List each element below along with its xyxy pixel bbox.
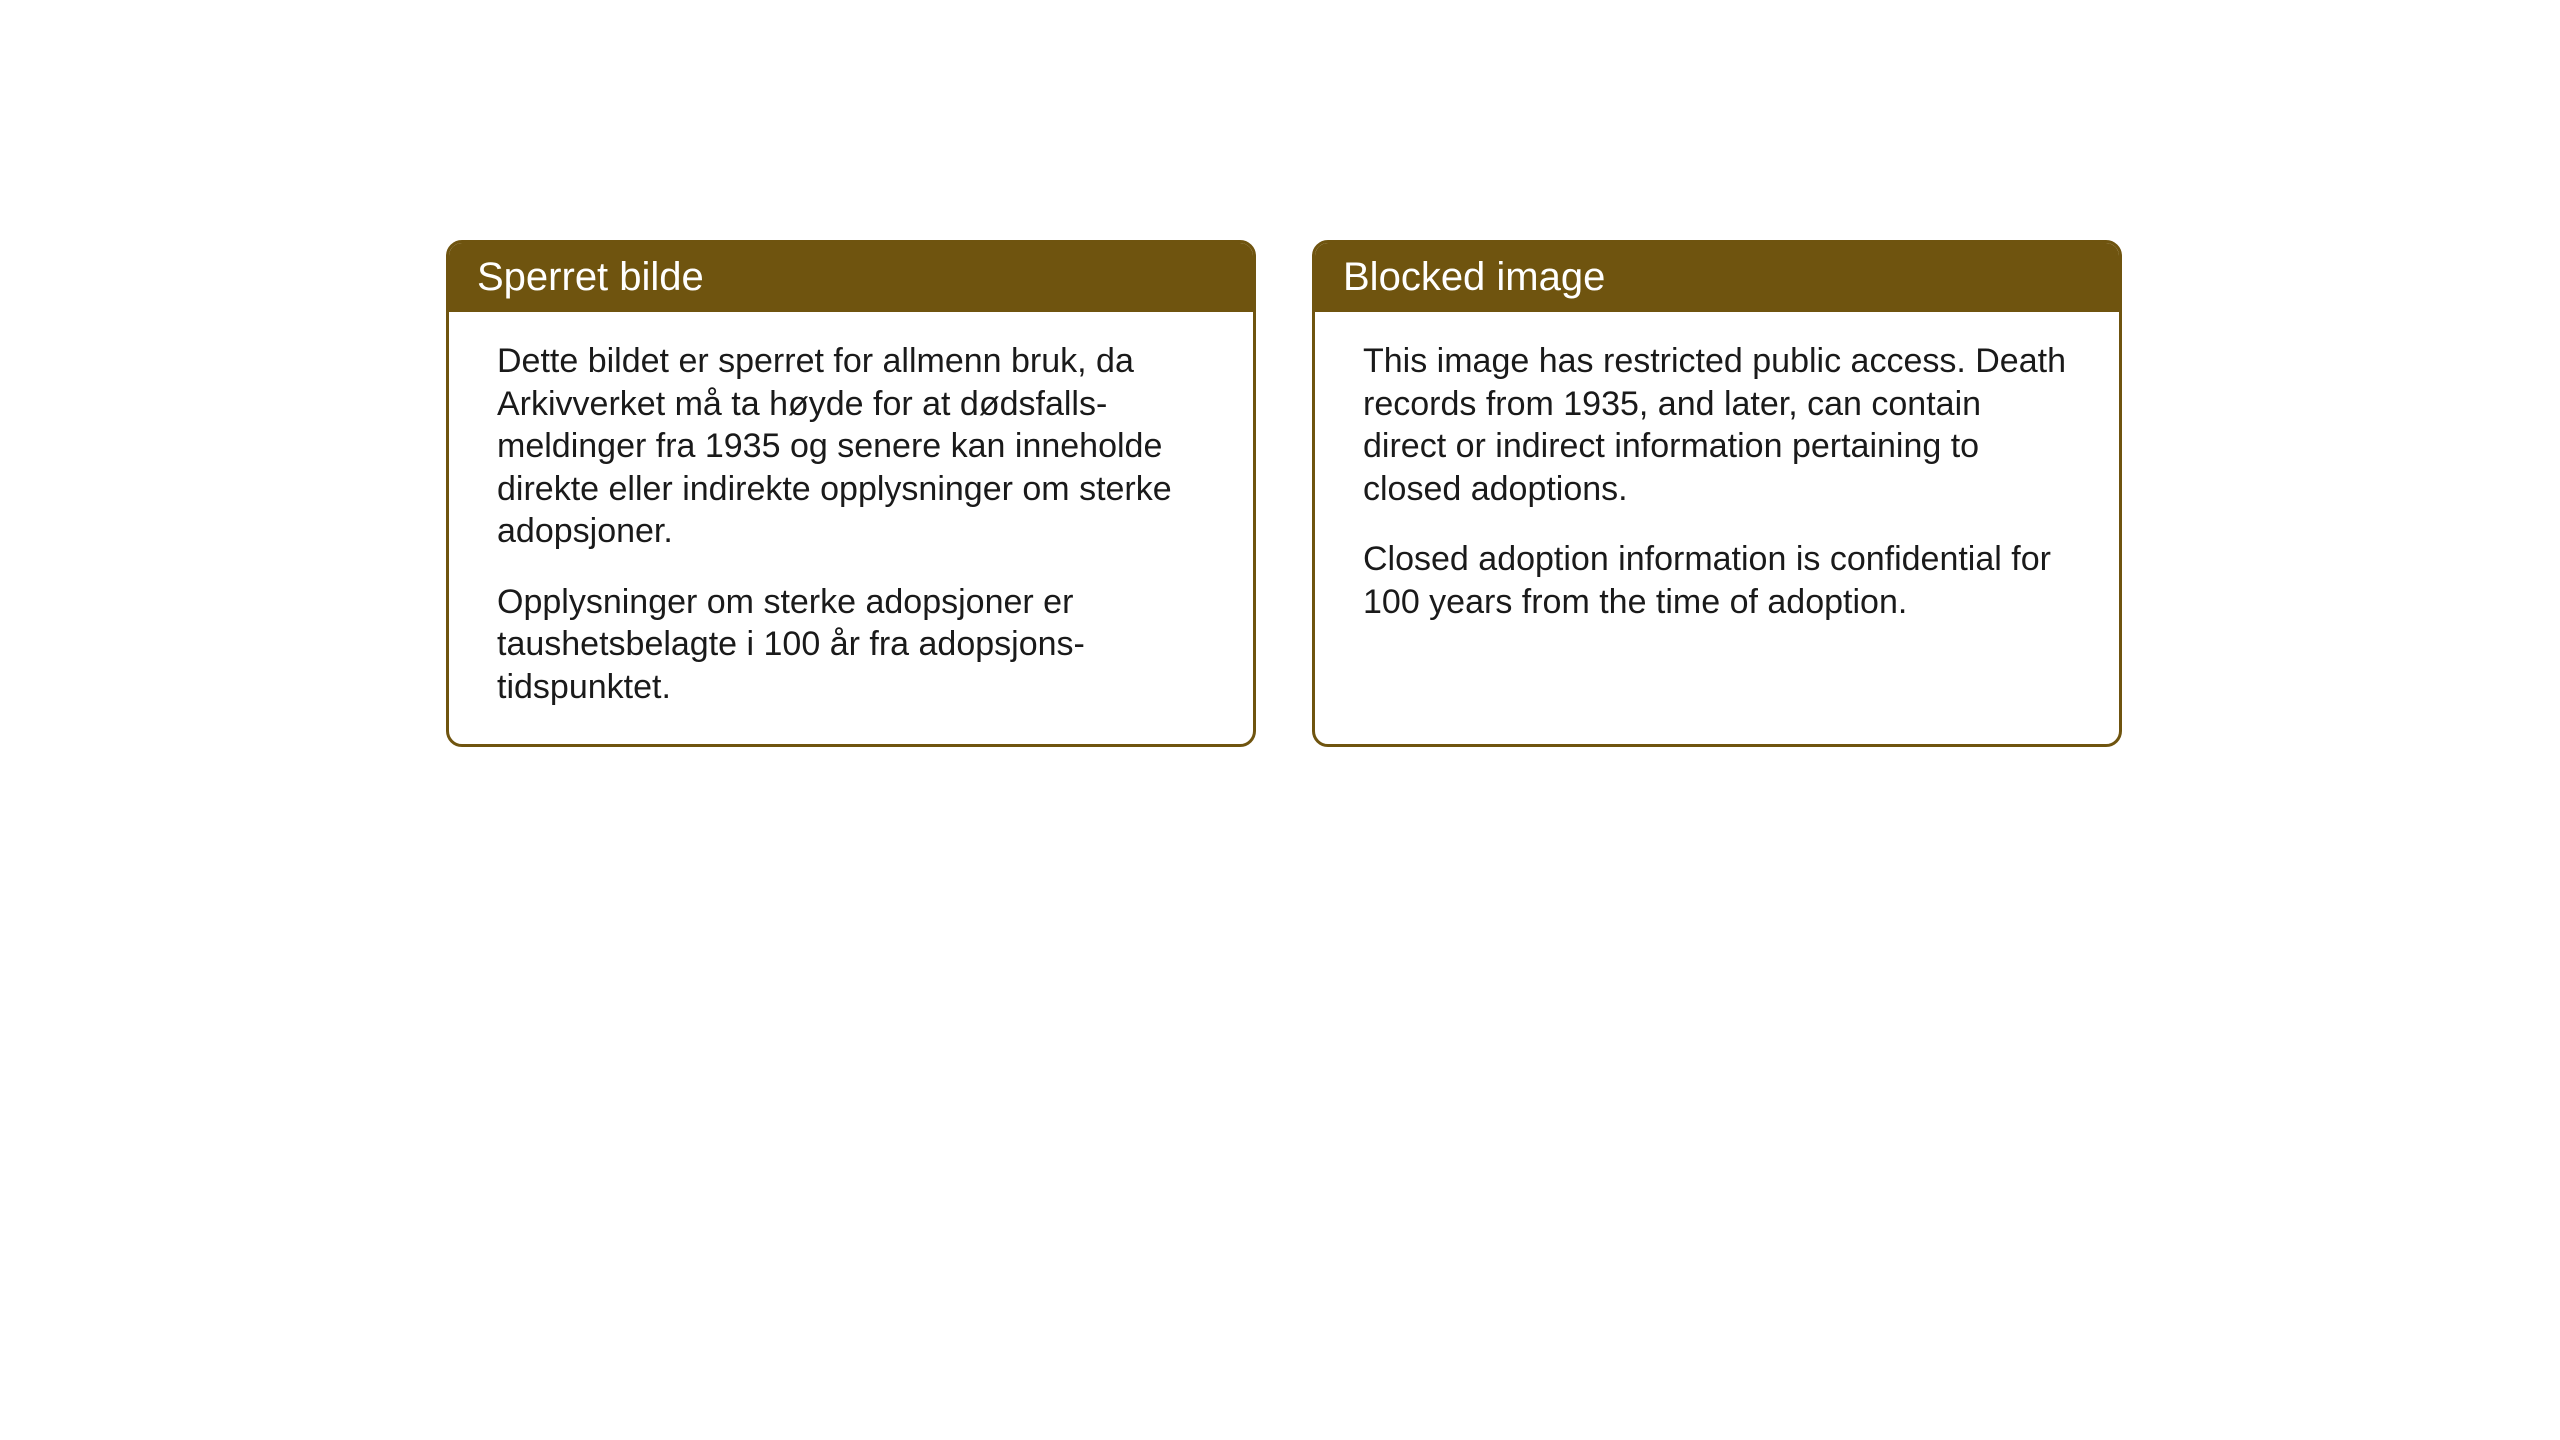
english-paragraph-2: Closed adoption information is confident… — [1363, 538, 2071, 623]
norwegian-card-title: Sperret bilde — [449, 243, 1253, 312]
norwegian-paragraph-1: Dette bildet er sperret for allmenn bruk… — [497, 340, 1205, 553]
norwegian-card-body: Dette bildet er sperret for allmenn bruk… — [449, 312, 1253, 744]
norwegian-card: Sperret bilde Dette bildet er sperret fo… — [446, 240, 1256, 747]
english-card-title: Blocked image — [1315, 243, 2119, 312]
norwegian-paragraph-2: Opplysninger om sterke adopsjoner er tau… — [497, 581, 1205, 709]
english-paragraph-1: This image has restricted public access.… — [1363, 340, 2071, 510]
english-card-body: This image has restricted public access.… — [1315, 312, 2119, 659]
english-card: Blocked image This image has restricted … — [1312, 240, 2122, 747]
notice-container: Sperret bilde Dette bildet er sperret fo… — [446, 240, 2122, 747]
